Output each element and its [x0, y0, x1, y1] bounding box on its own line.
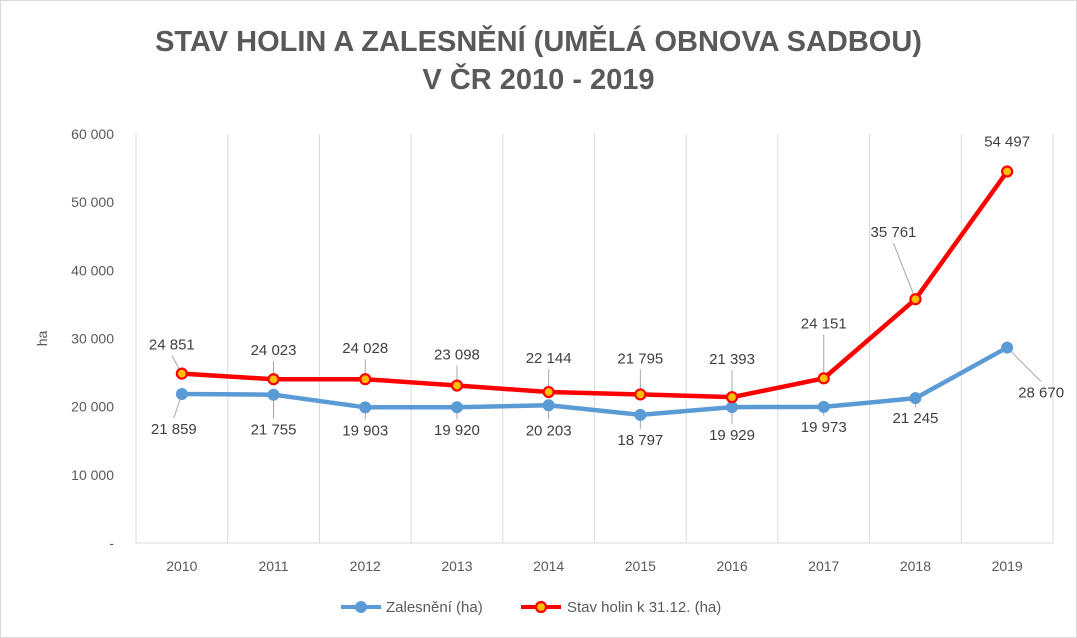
data-label: 24 851	[149, 337, 195, 354]
legend-label: Zalesnění (ha)	[386, 599, 483, 616]
data-point	[817, 400, 830, 413]
x-tick-label: 2014	[533, 558, 564, 574]
data-point	[450, 401, 463, 414]
data-label: 21 755	[251, 422, 297, 439]
x-tick-label: 2016	[716, 558, 747, 574]
data-point	[1001, 165, 1014, 178]
data-label: 21 859	[151, 421, 197, 438]
data-label: 21 393	[709, 351, 755, 368]
data-point	[634, 388, 647, 401]
data-label: 21 245	[893, 410, 939, 427]
data-label: 23 098	[434, 347, 480, 364]
y-tick-label: 50 000	[71, 194, 114, 210]
data-point	[634, 408, 647, 421]
data-label: 19 973	[801, 419, 847, 436]
data-point	[1001, 341, 1014, 354]
x-tick-label: 2018	[900, 558, 931, 574]
y-tick-label: 40 000	[71, 262, 114, 278]
x-tick-label: 2010	[166, 558, 197, 574]
data-label: 20 203	[526, 422, 572, 439]
data-label: 22 144	[526, 350, 572, 367]
x-tick-label: 2013	[441, 558, 472, 574]
label-leader	[1006, 347, 1042, 382]
x-tick-label: 2015	[625, 558, 656, 574]
data-label: 35 761	[871, 224, 917, 241]
series-markers	[175, 165, 1014, 421]
y-axis-label: ha	[34, 331, 50, 347]
series-line-0	[179, 345, 1010, 418]
y-tick-label: -	[109, 535, 114, 551]
y-tick-label: 30 000	[71, 331, 114, 347]
grid-lines	[135, 134, 1054, 544]
data-point	[267, 373, 280, 386]
x-tick-label: 2017	[808, 558, 839, 574]
data-point	[175, 367, 188, 380]
data-label: 18 797	[617, 432, 663, 449]
data-point	[542, 385, 555, 399]
data-label: 19 920	[434, 422, 480, 439]
data-label: 24 028	[342, 340, 388, 357]
label-leader	[892, 243, 916, 300]
data-point	[359, 401, 372, 414]
legend-swatch-marker	[355, 601, 367, 613]
data-point	[267, 388, 280, 401]
data-point	[542, 399, 555, 412]
data-point	[175, 387, 188, 400]
x-tick-label: 2019	[992, 558, 1023, 574]
x-tick-label: 2011	[258, 558, 288, 574]
data-point	[726, 401, 739, 414]
chart-title-line-1: STAV HOLIN A ZALESNĚNÍ (UMĚLÁ OBNOVA SAD…	[155, 26, 922, 58]
x-axis-ticks: 2010 2011 2012 2013 2014 2015 2016 2017 2018 2019	[166, 558, 1023, 574]
data-point	[725, 391, 739, 404]
data-label: 24 023	[251, 342, 297, 359]
data-label: 28 670	[1018, 385, 1064, 402]
legend-label: Stav holin k 31.12. (ha)	[567, 599, 721, 616]
chart-title: STAV HOLIN A ZALESNĚNÍ (UMĚLÁ OBNOVA SAD…	[1, 23, 1076, 99]
data-label: 19 929	[709, 427, 755, 444]
data-labels: 21 859 21 755 19 903 19 920 20 203 18 797 19 9…	[149, 134, 1064, 449]
data-label: 24 151	[801, 315, 847, 332]
y-tick-label: 20 000	[71, 399, 114, 415]
y-tick-label: 60 000	[71, 126, 114, 142]
series-lines	[179, 169, 1010, 418]
data-label: 21 795	[617, 350, 663, 367]
data-point	[909, 392, 922, 405]
chart-title-line-2: V ČR 2010 - 2019	[422, 64, 655, 96]
y-tick-label: 10 000	[71, 467, 114, 483]
data-point	[817, 372, 830, 385]
data-point	[450, 379, 464, 392]
legend: Zalesnění (ha) Stav holin k 31.12. (ha)	[341, 599, 721, 616]
data-label: 54 497	[984, 134, 1030, 151]
legend-swatch-marker	[534, 600, 548, 614]
y-axis-ticks: - 10 000 20 000 30 000 40 000 50 000 60 000	[71, 126, 114, 551]
data-point	[359, 373, 372, 386]
series-line-1	[179, 169, 1010, 400]
x-tick-label: 2012	[350, 558, 381, 574]
data-label: 19 903	[342, 422, 388, 439]
data-point	[909, 293, 922, 306]
